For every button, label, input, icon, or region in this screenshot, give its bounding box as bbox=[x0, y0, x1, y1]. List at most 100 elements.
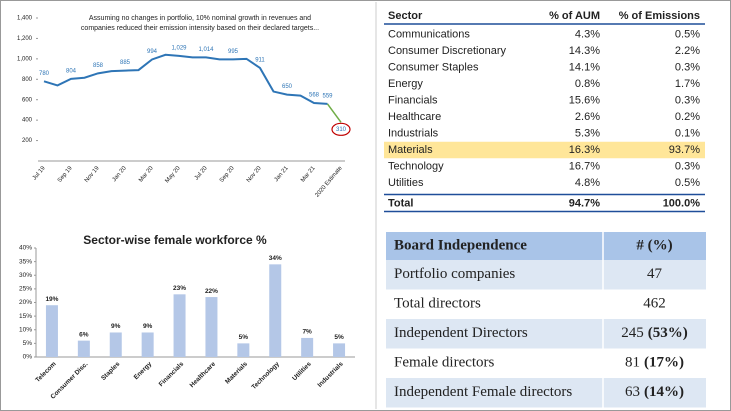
cell: 0.1% bbox=[675, 127, 700, 139]
data-label: 1,029 bbox=[171, 45, 187, 51]
count: 245 bbox=[621, 325, 644, 341]
data-label: 5% bbox=[334, 334, 344, 341]
cell: 0.2% bbox=[675, 111, 700, 123]
data-label: 911 bbox=[255, 58, 265, 64]
y-tick-label: 400 bbox=[22, 118, 33, 124]
count: 81 bbox=[625, 355, 640, 371]
y-tick-label: 5% bbox=[23, 340, 33, 347]
data-label: 780 bbox=[39, 71, 50, 77]
data-label: 9% bbox=[111, 323, 121, 330]
cell: 15.6% bbox=[569, 94, 600, 106]
cell: 0.3% bbox=[675, 94, 700, 106]
header-cell: Sector bbox=[388, 10, 423, 22]
cell: 0.3% bbox=[675, 160, 700, 172]
data-label: 22% bbox=[205, 288, 218, 295]
percent: (53%) bbox=[648, 325, 688, 341]
annotation: companies reduced their emission intensi… bbox=[81, 25, 319, 32]
bar bbox=[141, 332, 154, 357]
cell: 14.3% bbox=[569, 45, 600, 57]
header-bg bbox=[386, 232, 706, 260]
cell: Technology bbox=[388, 160, 444, 172]
bar bbox=[205, 297, 218, 357]
cell: 93.7% bbox=[669, 144, 700, 156]
data-label: 9% bbox=[143, 323, 153, 330]
cell: 0.5% bbox=[675, 28, 700, 40]
cell: 245 (53%) bbox=[621, 325, 688, 341]
line bbox=[43, 53, 328, 105]
cell: Utilities bbox=[388, 177, 424, 189]
y-tick-label: 10% bbox=[19, 326, 32, 333]
y-tick-label: 0% bbox=[23, 354, 33, 361]
count: 462 bbox=[643, 296, 666, 312]
cell: 2.6% bbox=[575, 111, 600, 123]
row-bg bbox=[386, 378, 706, 408]
data-label: 994 bbox=[147, 49, 158, 55]
data-label: 19% bbox=[45, 296, 58, 303]
cell: Materials bbox=[388, 144, 433, 156]
sector-table: Sector % of AUM % of Emissions Communicatio… bbox=[384, 10, 705, 213]
y-tick-label: 1,400 bbox=[17, 16, 33, 22]
bar bbox=[237, 343, 250, 357]
cell: Energy bbox=[388, 78, 423, 90]
cell: Total directors bbox=[394, 296, 481, 312]
data-label: 995 bbox=[228, 49, 239, 55]
y-tick-label: 800 bbox=[22, 77, 33, 83]
cell: 4.8% bbox=[575, 177, 600, 189]
data-label: 804 bbox=[66, 68, 77, 74]
bar bbox=[301, 337, 314, 357]
percent: (14%) bbox=[644, 384, 684, 400]
percent: (17%) bbox=[644, 355, 684, 371]
cell: Healthcare bbox=[388, 111, 441, 123]
cell: 16.3% bbox=[569, 144, 600, 156]
cell: 2.2% bbox=[675, 45, 700, 57]
header-cell: % of AUM bbox=[549, 10, 600, 22]
cell: 1.7% bbox=[675, 78, 700, 90]
cell: Portfolio companies bbox=[394, 266, 515, 282]
cell: Independent Female directors bbox=[394, 384, 572, 400]
row-bg bbox=[386, 348, 706, 378]
data-label: 7% bbox=[302, 329, 312, 336]
bar bbox=[269, 264, 282, 357]
header-cell: Board Independence bbox=[394, 237, 527, 253]
data-label: 858 bbox=[93, 63, 104, 69]
cell: 81 (17%) bbox=[625, 355, 684, 371]
estimate-line bbox=[326, 103, 342, 123]
row-bg bbox=[386, 260, 706, 290]
data-label: 559 bbox=[322, 93, 333, 99]
data-label: 34% bbox=[269, 255, 282, 262]
total-cell: Total bbox=[388, 197, 413, 209]
cell: 0.5% bbox=[675, 177, 700, 189]
cell: 16.7% bbox=[569, 160, 600, 172]
y-tick-label: 1,200 bbox=[17, 36, 33, 42]
header-cell: # (%) bbox=[636, 237, 672, 253]
highlight-row bbox=[384, 141, 705, 159]
y-tick-label: 200 bbox=[22, 138, 33, 144]
row-bg bbox=[386, 289, 706, 319]
cell: Independent Directors bbox=[394, 325, 528, 341]
cell: 63 (14%) bbox=[625, 384, 684, 400]
y-tick-label: 1,000 bbox=[17, 56, 33, 62]
cell: Financials bbox=[388, 94, 438, 106]
y-tick-label: 15% bbox=[19, 313, 32, 320]
cell: 0.8% bbox=[575, 78, 600, 90]
cell: 0.3% bbox=[675, 61, 700, 73]
cell: 462 bbox=[643, 296, 666, 312]
cell: 47 bbox=[647, 266, 663, 282]
data-label: 310 bbox=[336, 127, 347, 133]
y-tick-label: 40% bbox=[19, 245, 32, 252]
bar bbox=[77, 340, 90, 357]
count: 47 bbox=[647, 266, 663, 282]
bar bbox=[45, 305, 58, 357]
count: 63 bbox=[625, 384, 640, 400]
total-cell: 94.7% bbox=[569, 197, 600, 209]
bar bbox=[333, 343, 346, 357]
cell: Female directors bbox=[394, 355, 495, 371]
bar bbox=[109, 332, 122, 357]
row-bg bbox=[386, 319, 706, 349]
y-tick-label: 600 bbox=[22, 97, 33, 103]
cell: 14.1% bbox=[569, 61, 600, 73]
cell: Consumer Discretionary bbox=[388, 45, 506, 57]
cell: Communications bbox=[388, 28, 470, 40]
